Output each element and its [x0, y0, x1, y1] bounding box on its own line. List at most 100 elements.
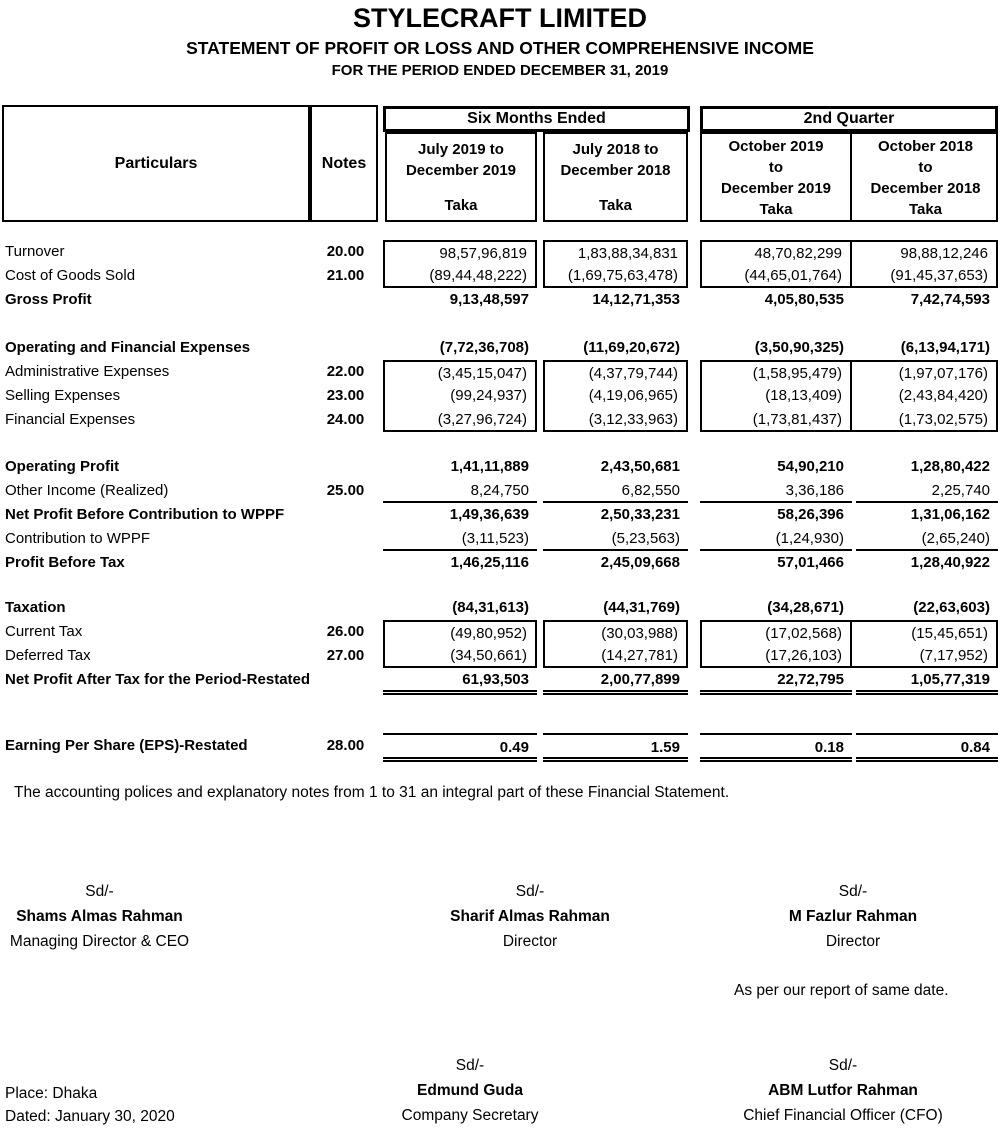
table-row-profit-before-tax: Profit Before Tax 1,46,25,116 2,45,09,66…: [0, 551, 1000, 575]
row-note: [313, 503, 378, 527]
row-label: Taxation: [5, 599, 66, 616]
value-cell: (17,26,103): [700, 644, 852, 668]
value-cell: 0.18: [700, 733, 852, 762]
value-cell: 1,05,77,319: [856, 668, 998, 695]
table-row-cost-of-goods-sold: Cost of Goods Sold 21.00 (89,44,48,222) …: [0, 264, 1000, 288]
value-cell: (34,50,661): [383, 644, 537, 668]
signature-managing-director: Sd/- Shams Almas Rahman Managing Directo…: [2, 879, 197, 954]
currency-unit: Taka: [908, 201, 943, 218]
dated-line: Dated: January 30, 2020: [5, 1108, 175, 1125]
value-cell: 22,72,795: [700, 668, 852, 695]
header-col-oct2018-dec2018: October 2018 to December 2018 Taka: [852, 134, 999, 220]
row-label: Current Tax: [5, 623, 83, 640]
header-group-six-months: Six Months Ended: [383, 106, 690, 132]
value-cell: (1,69,75,63,478): [543, 264, 688, 288]
statement-title: STATEMENT OF PROFIT OR LOSS AND OTHER CO…: [186, 38, 814, 58]
value-cell: (4,37,79,744): [543, 360, 688, 384]
value-cell: 1,46,25,116: [450, 554, 529, 571]
row-note: [313, 288, 378, 312]
table-row-financial-expenses: Financial Expenses 24.00 (3,27,96,724) (…: [0, 408, 1000, 432]
table-body: Turnover 20.00 98,57,96,819 1,83,88,34,8…: [0, 240, 1000, 803]
table-row-gross-profit: Gross Profit 9,13,48,597 14,12,71,353 4,…: [0, 288, 1000, 312]
value-cell: 0.49: [383, 733, 537, 762]
row-note: 21.00: [326, 267, 365, 284]
value-cell: (30,03,988): [543, 620, 688, 644]
value-cell: 98,57,96,819: [383, 240, 537, 264]
value-cell: 2,00,77,899: [543, 668, 688, 695]
row-label: Selling Expenses: [5, 387, 121, 404]
value-cell: (11,69,20,672): [583, 339, 680, 356]
period-line: July 2019 to: [418, 141, 504, 158]
row-label: Profit Before Tax: [5, 554, 125, 571]
signatory-name: Sharif Almas Rahman: [450, 908, 610, 925]
value-cell: (1,97,07,176): [852, 360, 998, 384]
period-line: July 2018 to: [572, 141, 659, 158]
table-row-other-income: Other Income (Realized) 25.00 8,24,750 6…: [0, 479, 1000, 503]
value-cell: (2,43,84,420): [852, 384, 998, 408]
value-cell: 57,01,466: [777, 554, 844, 571]
period-line: October 2018: [877, 138, 974, 155]
table-row-contribution-to-wppf: Contribution to WPPF (3,11,523) (5,23,56…: [0, 527, 1000, 551]
value-cell: (1,58,95,479): [700, 360, 852, 384]
row-label: Operating and Financial Expenses: [5, 339, 251, 356]
value-cell: (2,65,240): [856, 527, 998, 551]
row-note: 28.00: [326, 737, 365, 754]
accounting-policies-note: The accounting polices and explanatory n…: [14, 784, 730, 801]
signatory-role: Director: [825, 933, 881, 950]
sd-line: Sd/-: [838, 883, 868, 900]
table-row-operating-financial-expenses: Operating and Financial Expenses (7,72,3…: [0, 336, 1000, 360]
value-cell: (1,73,81,437): [700, 408, 852, 432]
row-label: Turnover: [5, 243, 65, 260]
row-label: Deferred Tax: [5, 647, 91, 664]
signatory-role: Director: [502, 933, 558, 950]
value-cell: (7,17,952): [852, 644, 998, 668]
period-line: December 2019: [405, 162, 517, 179]
value-cell: (3,27,96,724): [383, 408, 537, 432]
row-note: [313, 596, 378, 620]
value-cell: 1.59: [543, 733, 688, 762]
value-cell: (3,11,523): [383, 527, 537, 551]
table-row-net-profit-before-wppf: Net Profit Before Contribution to WPPF 1…: [0, 503, 1000, 527]
header-2nd-quarter-columns: October 2019 to December 2019 Taka Octob…: [700, 132, 998, 222]
row-label: Cost of Goods Sold: [5, 267, 136, 284]
table-row-selling-expenses: Selling Expenses 23.00 (99,24,937) (4,19…: [0, 384, 1000, 408]
value-cell: (44,31,769): [603, 599, 680, 616]
value-cell: (3,12,33,963): [543, 408, 688, 432]
period-title: FOR THE PERIOD ENDED DECEMBER 31, 2019: [331, 62, 669, 79]
row-note: 23.00: [326, 387, 365, 404]
table-row-deferred-tax: Deferred Tax 27.00 (34,50,661) (14,27,78…: [0, 644, 1000, 668]
header-group-2nd-quarter: 2nd Quarter: [700, 106, 998, 132]
table-row-operating-profit: Operating Profit 1,41,11,889 2,43,50,681…: [0, 455, 1000, 479]
value-cell: 2,45,09,668: [600, 554, 680, 571]
value-cell: (49,80,952): [383, 620, 537, 644]
value-cell: 8,24,750: [383, 479, 537, 503]
value-cell: (3,45,15,047): [383, 360, 537, 384]
place-date-block: Place: Dhaka Dated: January 30, 2020: [5, 1082, 175, 1128]
period-line: December 2018: [870, 180, 981, 197]
value-cell: 1,83,88,34,831: [543, 240, 688, 264]
value-cell: 1,31,06,162: [910, 506, 990, 523]
sd-line: Sd/-: [515, 883, 545, 900]
row-note: 24.00: [326, 411, 365, 428]
table-row-earnings-per-share: Earning Per Share (EPS)-Restated 28.00 0…: [0, 733, 1000, 762]
header-notes: Notes: [310, 105, 378, 222]
value-cell: (99,24,937): [383, 384, 537, 408]
row-note: [313, 336, 378, 360]
value-cell: (17,02,568): [700, 620, 852, 644]
currency-unit: Taka: [598, 197, 633, 214]
value-cell: (4,19,06,965): [543, 384, 688, 408]
value-cell: 14,12,71,353: [592, 291, 680, 308]
table-row-turnover: Turnover 20.00 98,57,96,819 1,83,88,34,8…: [0, 240, 1000, 264]
value-cell: 2,43,50,681: [600, 458, 680, 475]
header-col-oct2019-dec2019: October 2019 to December 2019 Taka: [702, 134, 852, 220]
value-cell: (84,31,613): [452, 599, 529, 616]
header-col-jul2018-dec2018: July 2018 to December 2018 Taka: [543, 132, 688, 222]
signatory-name: M Fazlur Rahman: [788, 908, 918, 925]
company-name: STYLECRAFT LIMITED: [353, 3, 647, 33]
currency-unit: Taka: [444, 197, 478, 214]
signature-director-1: Sd/- Sharif Almas Rahman Director: [420, 879, 640, 954]
row-label: Gross Profit: [5, 291, 92, 308]
value-cell: (14,27,781): [543, 644, 688, 668]
sd-line: Sd/-: [455, 1057, 485, 1074]
